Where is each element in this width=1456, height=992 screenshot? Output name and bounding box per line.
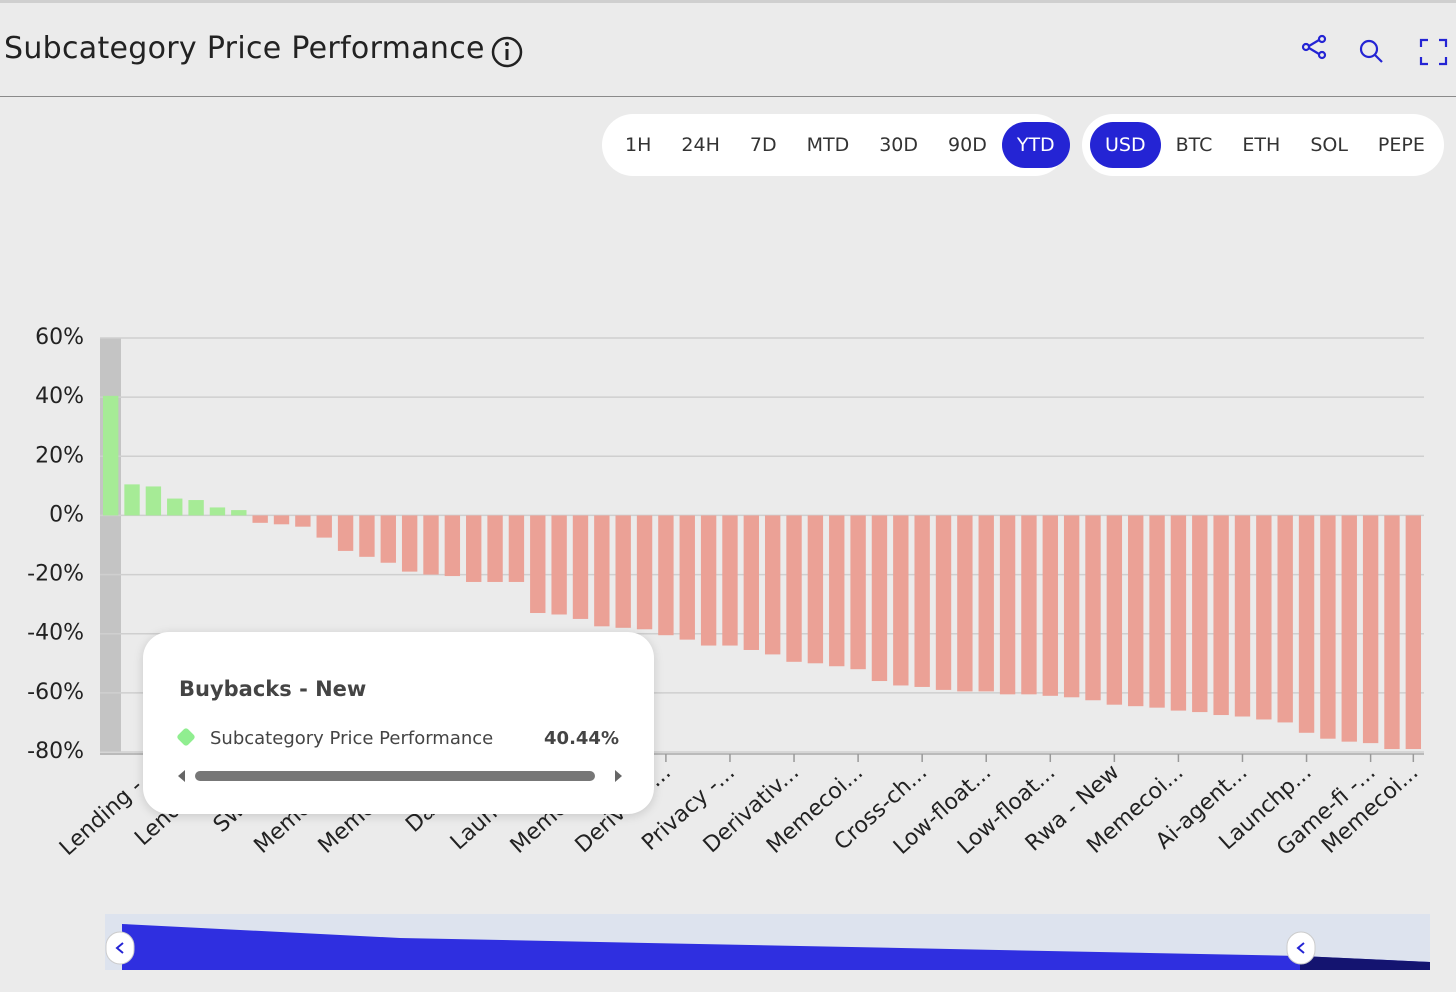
currency-selector: USD BTC ETH SOL PEPE	[1082, 114, 1444, 176]
tooltip-series: Subcategory Price Performance	[210, 728, 494, 749]
bar	[829, 515, 845, 667]
bar	[764, 515, 781, 655]
option-button[interactable]: ETH	[1242, 134, 1281, 156]
bar	[295, 515, 311, 527]
bar	[786, 515, 802, 662]
bar	[466, 515, 482, 582]
tooltip-marker	[176, 727, 196, 747]
y-tick-label: 20%	[35, 443, 84, 468]
bar	[615, 515, 631, 628]
header: Subcategory Price Performance	[0, 3, 1456, 97]
bar	[1362, 515, 1379, 744]
y-tick-label: 40%	[35, 384, 84, 409]
y-tick-label: 0%	[49, 502, 84, 527]
bar	[935, 515, 952, 690]
bar	[636, 515, 653, 630]
y-tick-label: -60%	[27, 680, 84, 705]
bar	[273, 515, 290, 525]
option-button[interactable]: MTD	[806, 134, 850, 156]
bar	[423, 515, 439, 575]
bar	[999, 515, 1016, 695]
bar	[1192, 515, 1208, 713]
bar	[209, 507, 226, 516]
option-button[interactable]: 7D	[749, 134, 777, 156]
bar	[401, 515, 418, 572]
bar	[594, 515, 610, 627]
bar	[337, 515, 354, 551]
bar	[508, 515, 525, 582]
navigator[interactable]	[105, 914, 1430, 970]
tooltip-value: 40.44%	[544, 728, 619, 749]
bar	[957, 515, 973, 692]
bar	[1234, 515, 1251, 717]
bar	[1106, 515, 1123, 705]
toolbar-icons[interactable]	[1300, 33, 1450, 69]
bar	[1341, 515, 1357, 742]
bar	[231, 510, 247, 516]
bar	[487, 515, 503, 582]
bar	[530, 515, 546, 614]
bar	[1320, 515, 1336, 739]
bar	[871, 515, 888, 682]
option-button[interactable]: PEPE	[1377, 134, 1425, 156]
bar	[1384, 515, 1400, 750]
bar	[1085, 515, 1101, 701]
bar	[1213, 515, 1229, 716]
bar	[124, 484, 140, 516]
bar	[722, 515, 738, 646]
bar	[700, 515, 717, 646]
bar	[1256, 515, 1272, 720]
option-button[interactable]: YTD	[1001, 122, 1070, 168]
y-tick-label: 60%	[35, 325, 84, 350]
bar	[572, 515, 589, 619]
bar	[359, 515, 375, 557]
bar	[188, 500, 204, 516]
bar	[1298, 515, 1315, 733]
bar	[914, 515, 930, 687]
y-tick-label: -40%	[27, 621, 84, 646]
bar	[1405, 515, 1422, 750]
bar	[679, 515, 695, 640]
bar	[1149, 515, 1165, 708]
bar	[316, 515, 332, 538]
bar	[380, 515, 396, 563]
info-icon[interactable]	[490, 35, 524, 69]
timeframe-selector: 1H 24H 7D MTD 30D 90D YTD	[602, 114, 1070, 176]
option-button[interactable]: 90D	[948, 134, 987, 156]
option-button[interactable]: USD	[1090, 122, 1161, 168]
bar	[252, 515, 268, 523]
bar	[1128, 515, 1144, 707]
bar	[551, 515, 567, 615]
bar	[850, 515, 866, 670]
bar	[743, 515, 760, 650]
option-button[interactable]: BTC	[1175, 134, 1213, 156]
bar	[1042, 515, 1058, 696]
bar	[1170, 515, 1187, 711]
tooltip: Buybacks - New Subcategory Price Perform…	[143, 632, 654, 814]
option-button[interactable]: 24H	[681, 134, 720, 156]
bar	[1063, 515, 1080, 698]
tooltip-title: Buybacks - New	[179, 677, 367, 701]
bar	[1277, 515, 1293, 723]
bar	[444, 515, 461, 577]
bar	[145, 486, 162, 516]
option-button[interactable]: 30D	[879, 134, 919, 156]
option-button[interactable]: SOL	[1310, 134, 1348, 156]
top-border	[0, 0, 1456, 3]
bar	[167, 498, 183, 516]
y-tick-label: -20%	[27, 562, 84, 587]
tooltip-scroll	[178, 770, 622, 782]
bar	[807, 515, 824, 664]
bar	[893, 515, 909, 686]
bar	[102, 395, 119, 516]
option-button[interactable]: 1H	[625, 134, 652, 156]
bar	[1021, 515, 1037, 695]
y-tick-label: -80%	[27, 739, 84, 764]
chart-title: Subcategory Price Performance	[4, 31, 485, 66]
bar	[658, 515, 674, 636]
bar	[978, 515, 994, 692]
